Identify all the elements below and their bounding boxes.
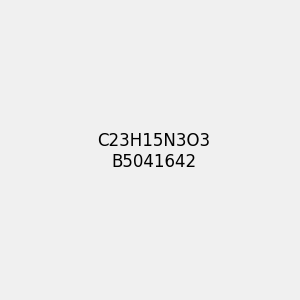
Text: C23H15N3O3
B5041642: C23H15N3O3 B5041642	[97, 132, 210, 171]
